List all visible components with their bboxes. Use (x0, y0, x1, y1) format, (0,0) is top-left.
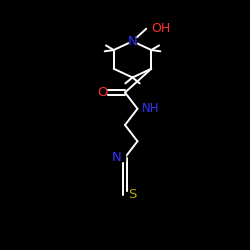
Text: S: S (128, 188, 136, 202)
Text: N: N (112, 151, 121, 164)
Bar (124, 192, 132, 198)
Text: OH: OH (152, 22, 171, 35)
Text: NH: NH (142, 102, 160, 115)
Bar (129, 38, 136, 45)
Bar (98, 89, 105, 96)
Text: O: O (97, 86, 107, 99)
Bar (148, 25, 155, 32)
Bar (138, 105, 145, 112)
Text: N: N (128, 35, 138, 48)
Bar (118, 154, 125, 161)
